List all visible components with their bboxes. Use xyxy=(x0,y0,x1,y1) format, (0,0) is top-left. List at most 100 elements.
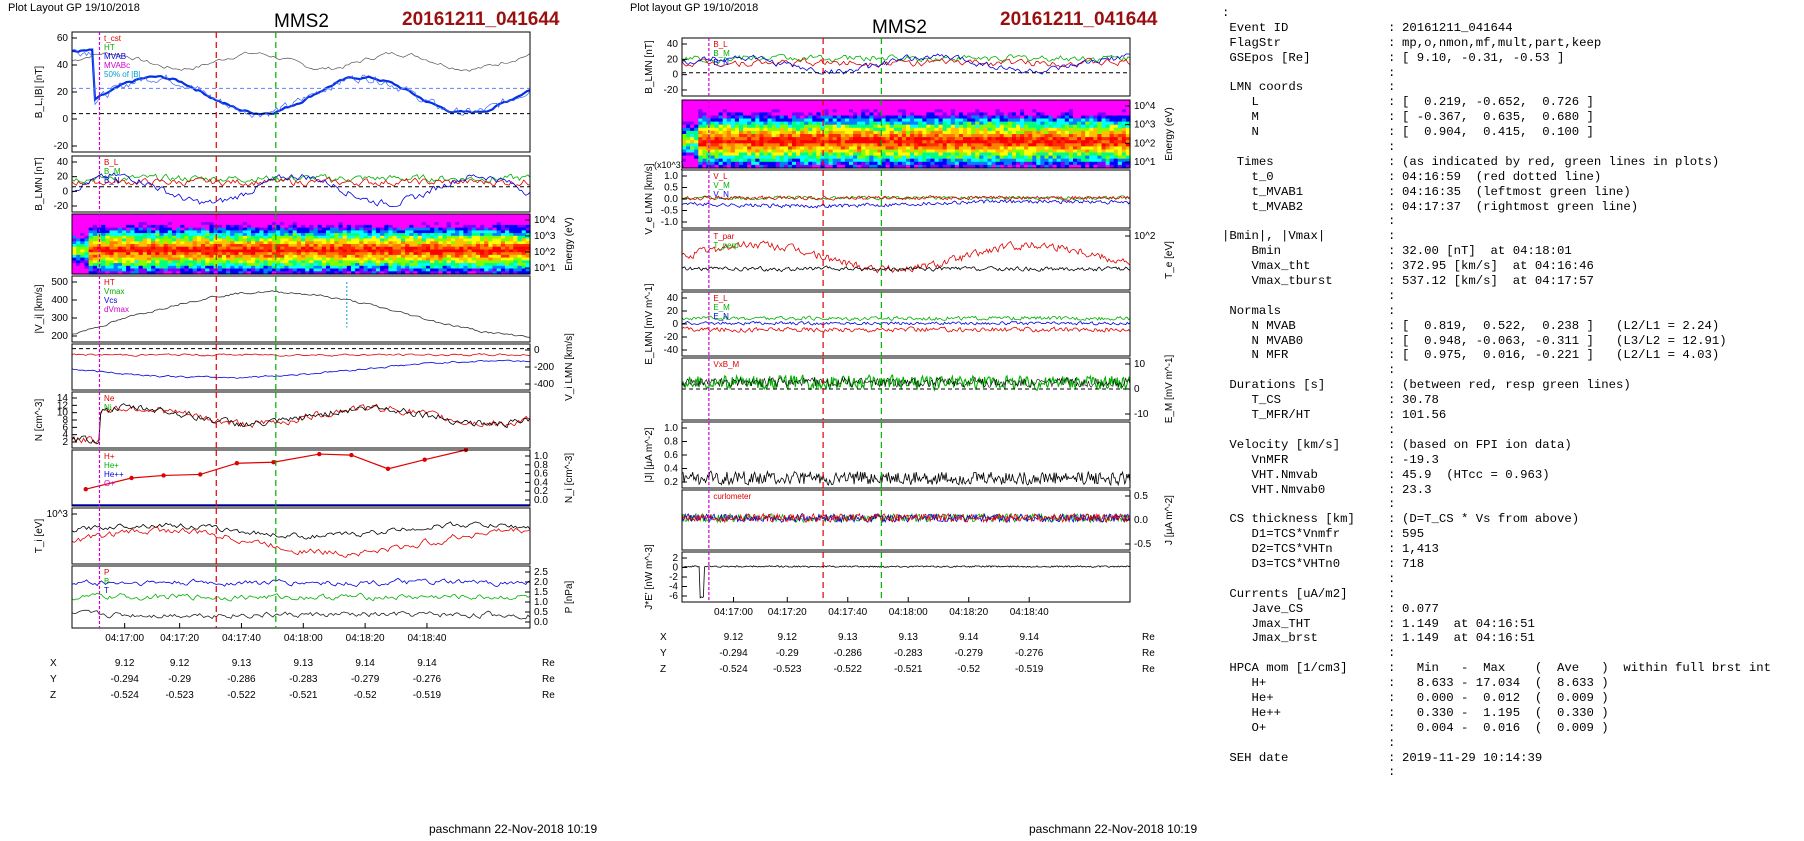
spectrogram-cell xyxy=(869,149,874,154)
spectrogram-cell xyxy=(995,155,1001,160)
spectrogram-cell xyxy=(296,214,302,218)
spectrogram-cell xyxy=(471,252,477,256)
spectrogram-cell xyxy=(317,224,323,229)
spectrogram-cell xyxy=(284,216,290,220)
spectrogram-cell xyxy=(1093,152,1098,157)
spectrogram-cell xyxy=(1044,109,1050,113)
spectrogram-cell xyxy=(828,121,834,126)
spectrogram-cell xyxy=(450,268,456,272)
spectrogram-cell xyxy=(167,268,173,272)
spectrogram-cell xyxy=(505,235,510,240)
spectrogram-cell xyxy=(351,244,356,248)
spectrogram-cell xyxy=(796,112,801,117)
spectrogram-cell xyxy=(930,118,936,123)
spectrogram-cell xyxy=(226,238,231,242)
spectrogram-cell xyxy=(714,100,720,104)
spectrogram-cell xyxy=(255,254,260,259)
spectrogram-cell xyxy=(505,222,510,226)
spectrogram-cell xyxy=(467,214,473,218)
spectrogram-cell xyxy=(1040,112,1046,117)
spectrogram-cell xyxy=(246,235,252,240)
spectrogram-cell xyxy=(425,260,431,264)
spectrogram-cell xyxy=(1105,155,1111,160)
spectrogram-cell xyxy=(513,238,519,242)
spectrogram-cell xyxy=(759,164,765,169)
spectrogram-cell xyxy=(413,224,419,229)
spectrogram-cell xyxy=(869,103,874,107)
spectrogram-cell xyxy=(105,265,111,270)
middle-header-left: Plot layout GP 19/10/2018 xyxy=(630,2,759,14)
spectrogram-cell xyxy=(1048,103,1054,107)
spectrogram-cell xyxy=(897,106,903,110)
spectrogram-cell xyxy=(1085,134,1090,138)
spectrogram-cell xyxy=(388,224,394,229)
spectrogram-cell xyxy=(714,130,720,135)
spectrogram-cell xyxy=(380,238,385,242)
spectrogram-cell xyxy=(743,121,748,126)
spectrogram-cell xyxy=(1093,130,1098,135)
spectrogram-cell xyxy=(209,271,215,275)
spectrogram-cell xyxy=(455,257,460,261)
spectrogram-cell xyxy=(796,127,801,132)
spectrogram-cell xyxy=(889,149,895,154)
spectrogram-cell xyxy=(722,103,728,107)
spectrogram-cell xyxy=(1056,103,1062,107)
spectrogram-cell xyxy=(1036,121,1041,126)
spectrogram-cell xyxy=(1007,130,1013,135)
spectrogram-cell xyxy=(783,158,789,163)
spectrogram-cell xyxy=(271,263,277,267)
spectrogram-cell xyxy=(893,121,899,126)
spectrogram-cell xyxy=(288,214,294,218)
spectrogram-cell xyxy=(517,214,523,218)
spectrogram-cell xyxy=(284,233,290,237)
spectrogram-cell xyxy=(967,164,972,169)
spectrogram-cell xyxy=(471,238,477,242)
spectrogram-cell xyxy=(88,235,94,240)
spectrogram-cell xyxy=(759,121,765,126)
spectrogram-cell xyxy=(869,106,874,110)
spectrogram-cell xyxy=(138,227,144,231)
spectrogram-cell xyxy=(421,254,427,259)
spectrogram-cell xyxy=(163,233,169,237)
spectrogram-cell xyxy=(722,164,728,169)
spectrogram-cell xyxy=(396,257,402,261)
spectrogram-cell xyxy=(330,214,335,218)
spectrogram-cell xyxy=(192,268,198,272)
spectrogram-cell xyxy=(396,224,402,229)
spectrogram-cell xyxy=(1089,149,1094,154)
position-unit: Re xyxy=(542,658,555,669)
spectrogram-cell xyxy=(901,103,907,107)
spectrogram-cell xyxy=(151,244,156,248)
spectrogram-cell xyxy=(276,271,281,275)
spectrogram-cell xyxy=(484,219,489,223)
spectrogram-cell xyxy=(342,219,348,223)
spectrogram-cell xyxy=(897,143,903,147)
spectrogram-cell xyxy=(881,155,887,160)
spectrogram-cell xyxy=(155,249,161,253)
spectrogram-cell xyxy=(259,235,265,240)
spectrogram-cell xyxy=(824,124,830,129)
spectrogram-cell xyxy=(853,134,858,138)
panel-frame xyxy=(71,275,531,343)
spectrogram-cell xyxy=(1097,118,1103,123)
spectrogram-cell xyxy=(321,241,327,245)
spectrogram-cell xyxy=(906,137,911,141)
spectrogram-cell xyxy=(346,233,352,237)
spectrogram-cell xyxy=(500,260,506,264)
spectrogram-cell xyxy=(1105,158,1111,163)
spectrogram-cell xyxy=(800,118,805,123)
spectrogram-cell xyxy=(1003,140,1009,144)
spectrogram-cell xyxy=(820,124,826,129)
spectrogram-cell xyxy=(844,109,850,113)
spectrogram-cell xyxy=(1003,109,1009,113)
spectrogram-cell xyxy=(771,161,777,166)
spectrogram-cell xyxy=(513,263,519,267)
spectrogram-cell xyxy=(1007,140,1013,144)
spectrogram-cell xyxy=(743,124,748,129)
spectrogram-cell xyxy=(305,241,310,245)
spectrogram-cell xyxy=(138,260,144,264)
spectrogram-cell xyxy=(446,235,452,240)
spectrogram-cell xyxy=(130,224,136,229)
spectrogram-cell xyxy=(359,263,365,267)
spectrogram-cell xyxy=(1036,143,1041,147)
